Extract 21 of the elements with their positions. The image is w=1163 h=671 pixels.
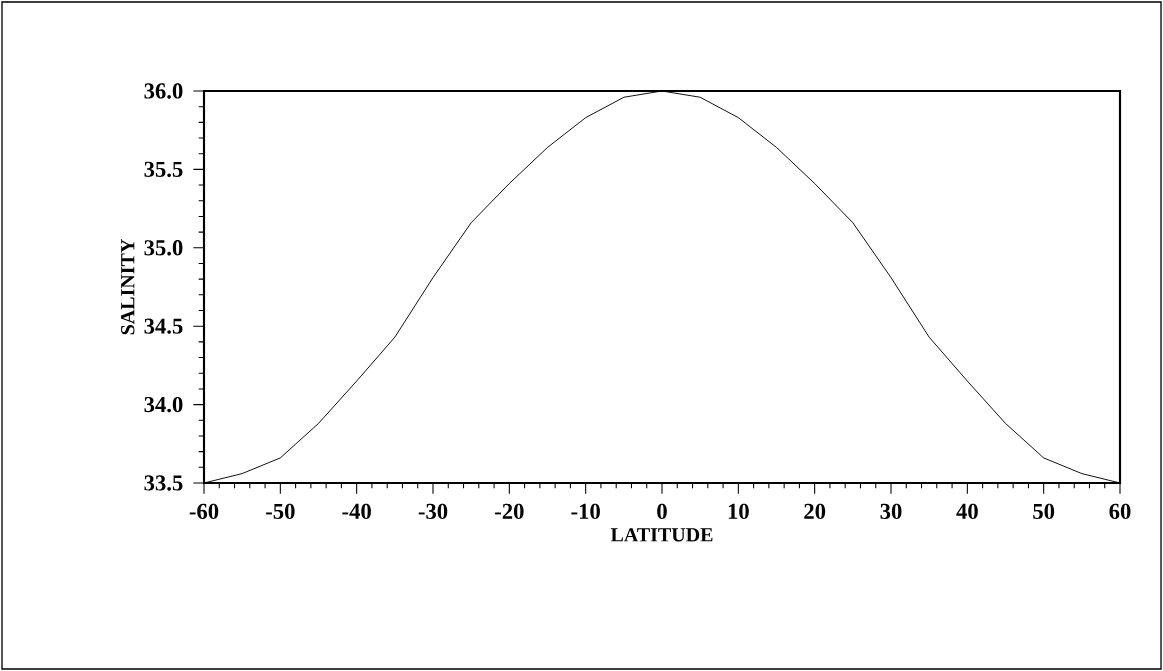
y-axis-title: SALINITY xyxy=(121,239,135,335)
x-tick-label: 10 xyxy=(728,503,749,520)
x-tick-label: 0 xyxy=(657,503,667,520)
x-tick-label: -50 xyxy=(266,503,295,520)
x-tick-label: 40 xyxy=(956,503,978,520)
x-tick-label: -20 xyxy=(495,503,524,520)
x-tick-label: -30 xyxy=(418,503,448,520)
x-axis-title: LATITUDE xyxy=(610,528,713,542)
y-tick-label: 35.0 xyxy=(144,240,183,256)
x-tick-label: -10 xyxy=(571,503,600,520)
y-tick-label: 34.0 xyxy=(144,396,183,413)
x-tick-label: 50 xyxy=(1033,503,1055,520)
x-tick-label: 20 xyxy=(804,503,826,520)
y-tick-label: 34.5 xyxy=(144,318,183,334)
x-tick-label: 30 xyxy=(880,503,902,520)
y-tick-label: 35.5 xyxy=(144,161,183,178)
x-tick-label: -60 xyxy=(189,503,219,520)
y-tick-label: 36.0 xyxy=(144,83,183,99)
y-tick-label: 33.5 xyxy=(144,475,183,491)
x-tick-label: 60 xyxy=(1109,503,1131,520)
x-tick-label: -40 xyxy=(342,503,371,520)
